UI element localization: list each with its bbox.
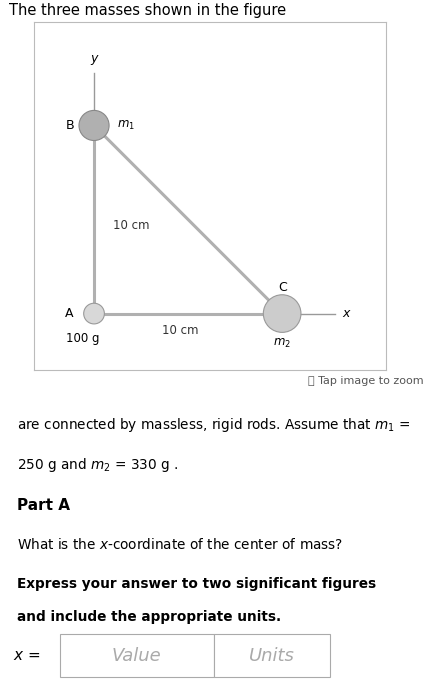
- Text: and include the appropriate units.: and include the appropriate units.: [17, 610, 281, 624]
- Text: are connected by massless, rigid rods. Assume that $m_1$ =: are connected by massless, rigid rods. A…: [17, 416, 411, 434]
- Text: B: B: [65, 119, 74, 132]
- Text: 10 cm: 10 cm: [162, 324, 199, 337]
- Text: $m_2$: $m_2$: [273, 337, 291, 350]
- FancyBboxPatch shape: [214, 634, 330, 677]
- Text: What is the $x$-coordinate of the center of mass?: What is the $x$-coordinate of the center…: [17, 537, 343, 552]
- Text: Value: Value: [112, 646, 162, 664]
- Circle shape: [79, 110, 109, 140]
- Text: Units: Units: [249, 646, 295, 664]
- Text: C: C: [278, 281, 286, 294]
- Text: y: y: [90, 52, 98, 66]
- Text: Part A: Part A: [17, 498, 70, 513]
- Text: $m_1$: $m_1$: [116, 119, 134, 132]
- Text: x: x: [342, 307, 350, 320]
- Circle shape: [263, 295, 301, 332]
- Text: ⌕ Tap image to zoom: ⌕ Tap image to zoom: [308, 376, 424, 386]
- Text: Express your answer to two significant figures: Express your answer to two significant f…: [17, 577, 376, 591]
- Circle shape: [84, 303, 104, 324]
- Text: 100 g: 100 g: [66, 332, 99, 345]
- FancyBboxPatch shape: [60, 634, 214, 677]
- Text: $x$ =: $x$ =: [13, 648, 40, 663]
- Text: The three masses shown in the figure: The three masses shown in the figure: [9, 3, 285, 17]
- Text: 250 g and $m_2$ = 330 g .: 250 g and $m_2$ = 330 g .: [17, 456, 178, 474]
- Text: A: A: [65, 307, 74, 320]
- Text: 10 cm: 10 cm: [113, 218, 149, 232]
